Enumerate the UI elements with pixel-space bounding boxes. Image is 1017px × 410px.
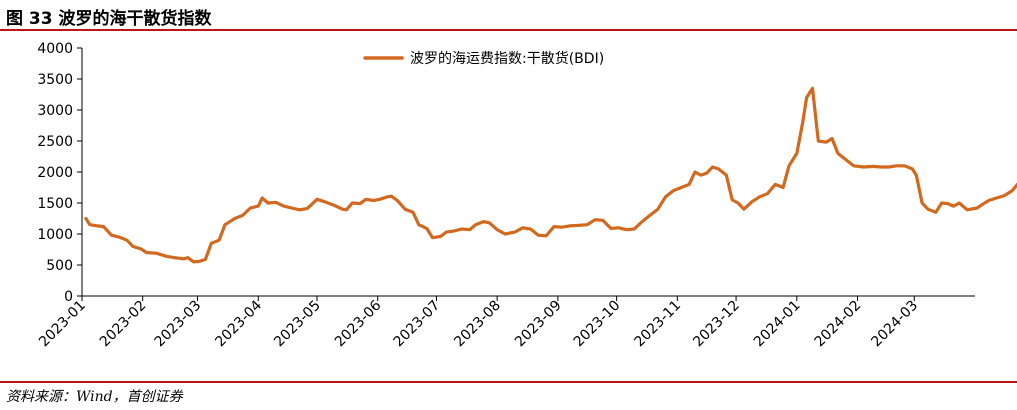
figure-title: 图 33 波罗的海干散货指数 [6,9,212,29]
y-tick-label: 0 [64,289,73,305]
y-tick-label: 500 [46,258,73,274]
x-tick-label: 2024-01 [751,298,804,351]
x-tick-label: 2023-07 [391,298,444,351]
x-tick-label: 2023-02 [97,298,150,351]
y-tick-label: 3000 [37,103,73,119]
y-tick-label: 2500 [37,134,73,150]
series-layer [84,86,1017,264]
y-axis: 0 500 1000 1500 2000 2500 3000 3500 4000 [37,41,83,305]
y-tick-label: 1000 [37,227,73,243]
x-tick-label: 2023-12 [690,298,743,351]
bdi-line-chart: 0 500 1000 1500 2000 2500 3000 3500 4000 2023-01… [36,41,1017,351]
x-tick-label: 2023-11 [631,298,684,351]
x-tick-label: 2023-10 [571,298,624,351]
x-tick-label: 2023-06 [332,297,385,350]
source-rule [0,381,1017,383]
figure-header: 图 33 波罗的海干散货指数 [0,0,1017,31]
figure-source: 资料来源：Wind，首创证券 [6,389,183,405]
x-tick-label: 2023-05 [271,298,324,351]
x-tick-label: 2023-01 [36,298,89,351]
legend: 波罗的海运费指数:干散货(BDI) [363,50,604,67]
bdi-series-line [84,86,1017,264]
x-tick-label: 2023-03 [152,298,205,351]
x-tick-label: 2023-08 [451,298,504,351]
x-tick-label: 2023-04 [212,297,265,350]
x-tick-label: 2024-02 [812,298,865,351]
y-tick-label: 3500 [37,72,73,88]
legend-label: 波罗的海运费指数:干散货(BDI) [410,50,604,67]
y-tick-label: 2000 [37,165,73,181]
x-tick-label: 2023-09 [512,298,565,351]
title-rule [0,29,1017,31]
y-tick-label: 4000 [37,41,73,57]
y-tick-label: 1500 [37,196,73,212]
x-axis: 2023-01 2023-02 2023-03 2023-04 2023-05 2023-… [36,295,975,351]
x-tick-label: 2024-03 [868,298,921,351]
